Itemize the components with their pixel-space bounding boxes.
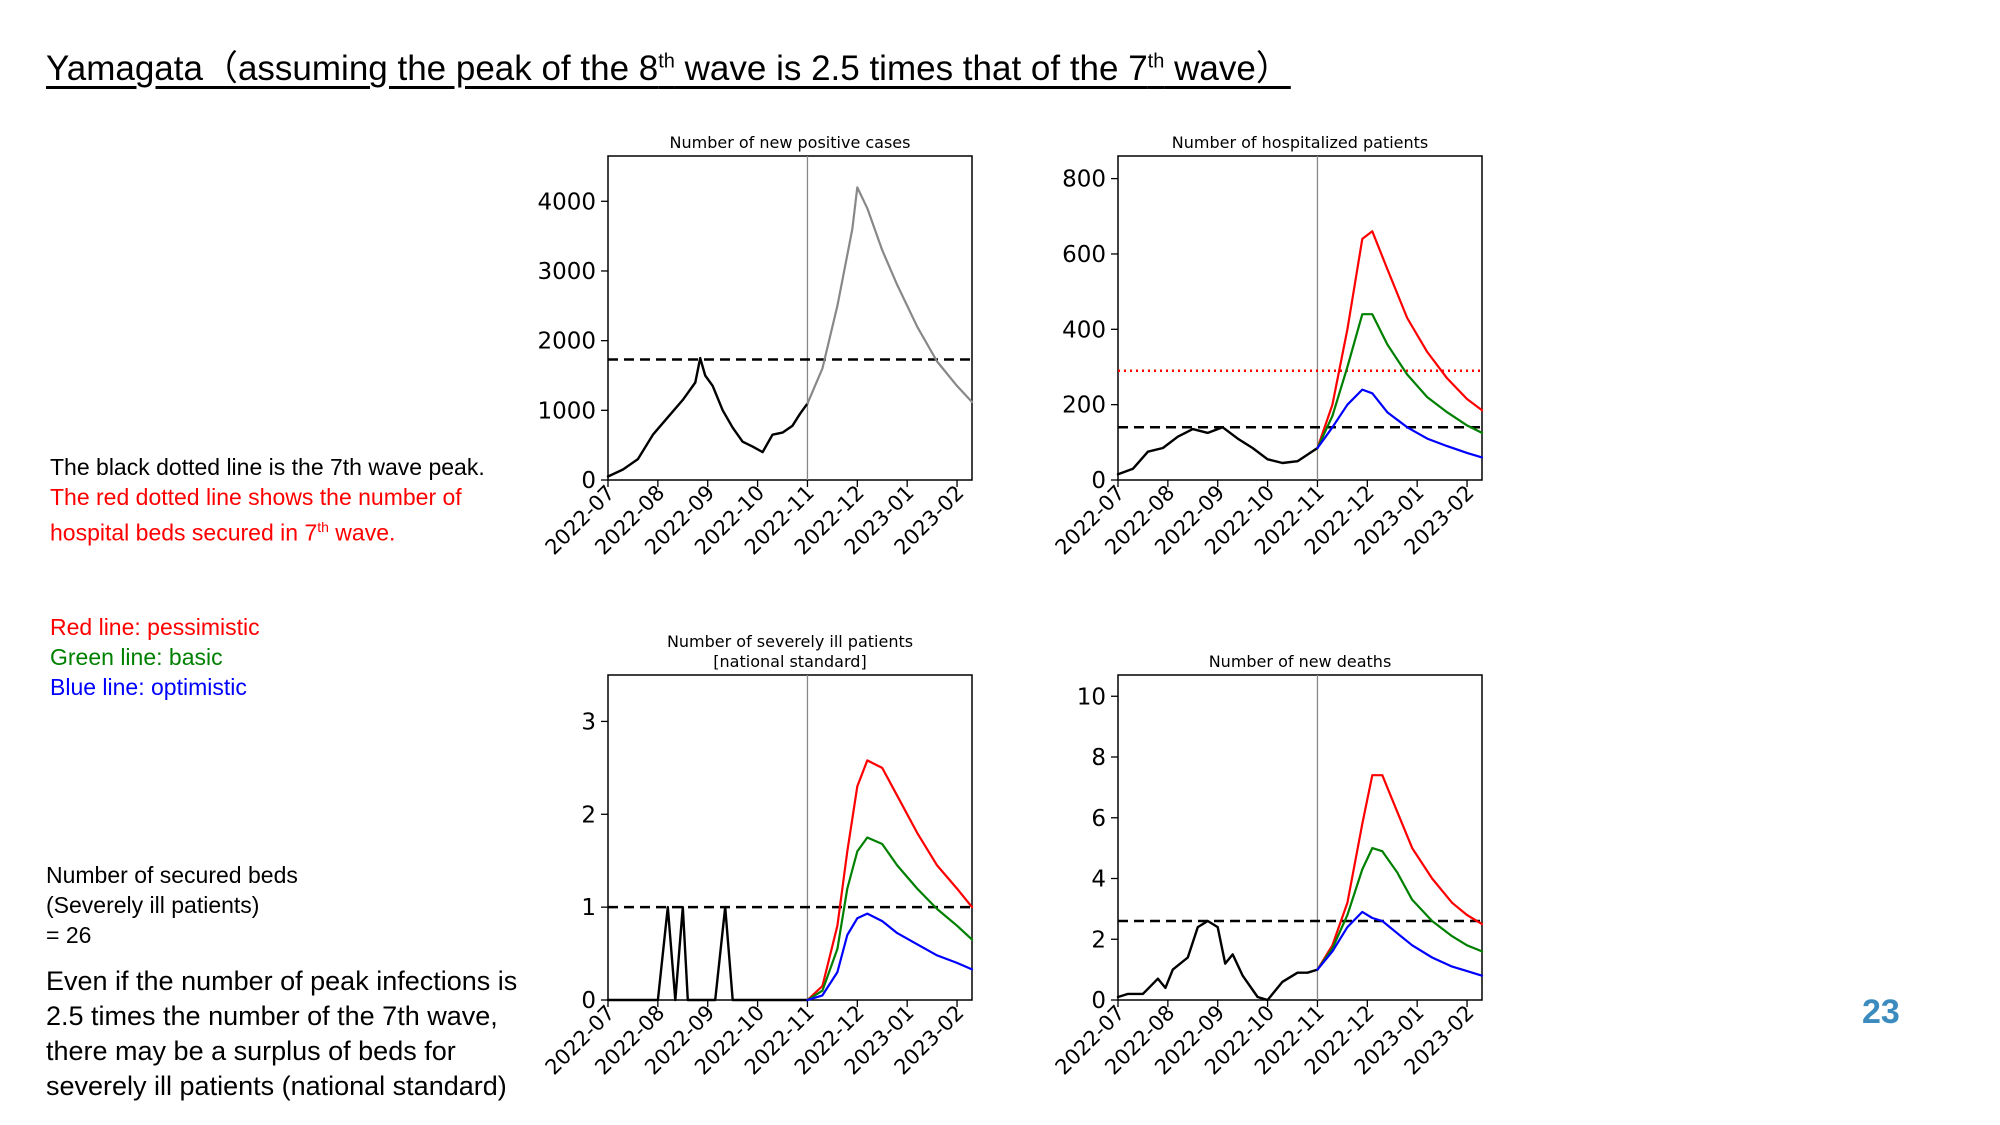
chart-title: Number of hospitalized patients <box>1172 133 1428 152</box>
series-line-projection <box>806 186 974 405</box>
y-tick-label: 600 <box>1062 242 1106 268</box>
red-line-note: The red dotted line shows the number of … <box>50 484 462 546</box>
y-tick-label: 8 <box>1091 745 1106 771</box>
chart-hospitalized-patients: Number of hospitalized patients 0 200 400 60… <box>1051 133 1484 560</box>
legend-basic: Green line: basic <box>50 644 223 670</box>
series-line-basic <box>806 836 974 1002</box>
page-title: Yamagata（assuming the peak of the 8th wa… <box>46 49 1291 88</box>
series-line-optimistic <box>806 912 974 1002</box>
y-tick-label: 1000 <box>537 398 596 424</box>
y-tick-label: 4000 <box>537 189 596 215</box>
y-tick-label: 1 <box>581 895 596 921</box>
y-tick-label: 0 <box>581 468 596 494</box>
plot-frame <box>607 155 973 481</box>
series-line-pessimistic <box>1316 774 1484 971</box>
y-tick-label: 400 <box>1062 317 1106 343</box>
chart-title: [national standard] <box>713 652 866 671</box>
y-tick-label: 2000 <box>537 329 596 355</box>
y-tick-label: 2 <box>581 802 596 828</box>
series-line-observed <box>606 356 809 478</box>
series-line-observed <box>606 905 809 1002</box>
chart-title: Number of new deaths <box>1209 652 1392 671</box>
series-line-optimistic <box>1316 910 1484 977</box>
series-line-pessimistic <box>806 759 974 1002</box>
chart-title: Number of new positive cases <box>670 133 911 152</box>
y-tick-label: 800 <box>1062 167 1106 193</box>
y-tick-label: 6 <box>1091 806 1106 832</box>
y-tick-label: 200 <box>1062 393 1106 419</box>
y-tick-label: 0 <box>1091 988 1106 1014</box>
series-line-observed <box>1116 919 1319 1002</box>
black-line-note: The black dotted line is the 7th wave pe… <box>50 454 485 480</box>
series-line-optimistic <box>1316 388 1484 459</box>
plot-frame <box>1117 674 1483 1001</box>
chart-severely-ill-patients: Number of severely ill patients[national… <box>541 632 974 1080</box>
legend-pessimistic: Red line: pessimistic <box>50 614 260 640</box>
chart-title: Number of severely ill patients <box>667 632 913 651</box>
y-tick-label: 2 <box>1091 927 1106 953</box>
chart-new-deaths: Number of new deaths02468102022-072022-0… <box>1051 652 1484 1080</box>
series-line-pessimistic <box>1316 230 1484 450</box>
series-line-observed <box>1116 426 1319 476</box>
series-line-basic <box>1316 313 1484 450</box>
legend-optimistic: Blue line: optimistic <box>50 674 247 700</box>
secured-beds-note: Number of secured beds (Severely ill pat… <box>46 862 298 948</box>
y-tick-label: 4 <box>1091 867 1106 893</box>
y-tick-label: 10 <box>1077 684 1106 710</box>
plot-frame <box>1117 155 1483 481</box>
series-line-basic <box>1316 847 1484 971</box>
page-number: 23 <box>1862 993 1900 1031</box>
conclusion-text: Even if the number of peak infections is… <box>46 966 518 1101</box>
y-tick-label: 3000 <box>537 259 596 285</box>
chart-new-positive-cases: Number of new positive cases 0 1000 2000 300… <box>537 133 974 560</box>
y-tick-label: 3 <box>581 709 596 735</box>
y-tick-label: 0 <box>1091 468 1106 494</box>
y-tick-label: 0 <box>581 988 596 1014</box>
